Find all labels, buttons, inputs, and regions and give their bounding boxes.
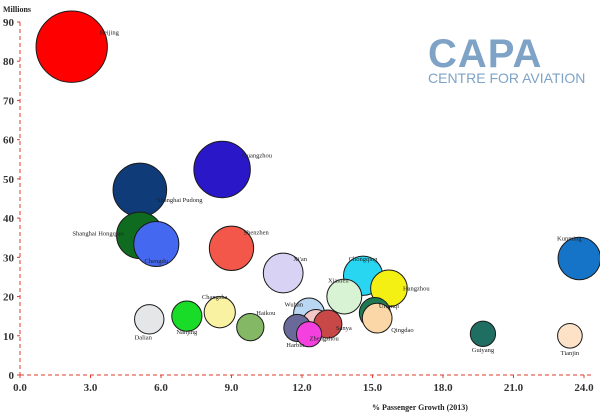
bubble-xi-an	[262, 252, 304, 294]
bubble-label-beijing: Beijing	[100, 30, 120, 37]
capa-logo: CAPA CENTRE FOR AVIATION	[428, 32, 585, 86]
bubble-label-kunming: Kunming	[557, 236, 582, 243]
bubble-label-haikou: Haikou	[256, 310, 276, 317]
bubble-label-xi-an: Xi'an	[293, 256, 308, 263]
bubble-label-chongqing: Chongqing	[349, 256, 379, 263]
x-tick-label: 3.0	[84, 382, 98, 394]
y-tick-label: 30	[3, 252, 15, 264]
y-tick-label: 0	[9, 370, 15, 382]
y-tick-label: 90	[3, 17, 15, 29]
x-axis-title: % Passenger Growth (2013)	[372, 403, 468, 412]
y-tick-label: 40	[3, 213, 15, 225]
x-tick-label: 9.0	[225, 382, 239, 394]
bubble-label-qingdao: Qingdao	[391, 327, 413, 334]
bubble-label-guiyang: Guiyang	[472, 347, 495, 354]
y-tick-label: 20	[3, 292, 15, 304]
bubble-xiamen	[326, 278, 363, 315]
x-tick-label: 15.0	[363, 382, 383, 394]
y-tick-label: 70	[3, 95, 15, 107]
bubble-label-guangzhou: Guangzhou	[242, 152, 273, 159]
y-tick-label: 50	[3, 174, 15, 186]
y-tick-label: 10	[3, 331, 15, 343]
logo-main-text: CAPA	[428, 32, 542, 76]
bubble-label-zhengzhou: Zhengzhou	[309, 336, 339, 343]
x-tick-label: 12.0	[292, 382, 312, 394]
bubble-label-xiamen: Xiamen	[328, 278, 349, 285]
bubble-tianjin	[557, 322, 583, 349]
bubble-kunming	[557, 236, 600, 281]
bubble-dalian	[134, 304, 165, 335]
bubble-shenzhen	[208, 225, 255, 271]
bubble-nanjing	[171, 300, 203, 332]
x-tick-label: 18.0	[433, 382, 453, 394]
x-tick-label: 0.0	[13, 382, 27, 394]
y-tick-label: 80	[3, 56, 15, 68]
bubble-guiyang	[469, 320, 497, 347]
bubble-label-tianjin: Tianjin	[561, 350, 580, 357]
bubble-haikou	[236, 313, 265, 342]
bubble-label-wuhan: Wuhan	[285, 301, 304, 308]
bubble-label-sanya: Sanya	[336, 325, 352, 332]
bubble-shanghai-pudong	[112, 162, 168, 218]
logo-sub-text: CENTRE FOR AVIATION	[428, 70, 585, 86]
x-tick-label: 24.0	[574, 382, 594, 394]
bubble-label-nanjing: Nanjing	[176, 329, 198, 336]
bubble-qingdao	[361, 302, 393, 334]
bubble-guangzhou	[193, 140, 251, 199]
bubble-unlabeled	[295, 321, 323, 348]
y-axis-title: Millions	[3, 5, 31, 14]
bubble-label-hangzhou: Hangzhou	[403, 285, 430, 292]
bubble-label-shanghai-hongqiao: Shanghai Hongqiao	[72, 230, 123, 237]
y-tick-label: 60	[3, 135, 15, 147]
axes-layer: 0 10 20 30 40 50 60 70 80 90 0.0 3.0 6.0 9.0 12.0 15.0 1…	[3, 17, 594, 394]
x-tick-label: 21.0	[504, 382, 524, 394]
bubble-label-chengdu: Chengdu	[145, 258, 169, 265]
x-tick-label: 6.0	[154, 382, 168, 394]
bubble-label-urumqi: Urumqi	[379, 303, 399, 310]
bubble-label-harbin: Harbin	[286, 342, 305, 349]
bubble-label-dalian: Dalian	[135, 334, 153, 341]
bubble-beijing	[35, 10, 108, 83]
bubble-chengdu	[133, 220, 180, 268]
bubble-label-shanghai-pudong: Shanghai Pudong	[157, 197, 203, 204]
bubble-layer: Beijing Guangzhou Shanghai Pudong Shanghai …	[35, 10, 600, 357]
bubble-changsha	[203, 296, 236, 329]
bubble-label-shenzhen: Shenzhen	[244, 229, 270, 236]
bubble-label-changsha: Changsha	[202, 294, 228, 301]
